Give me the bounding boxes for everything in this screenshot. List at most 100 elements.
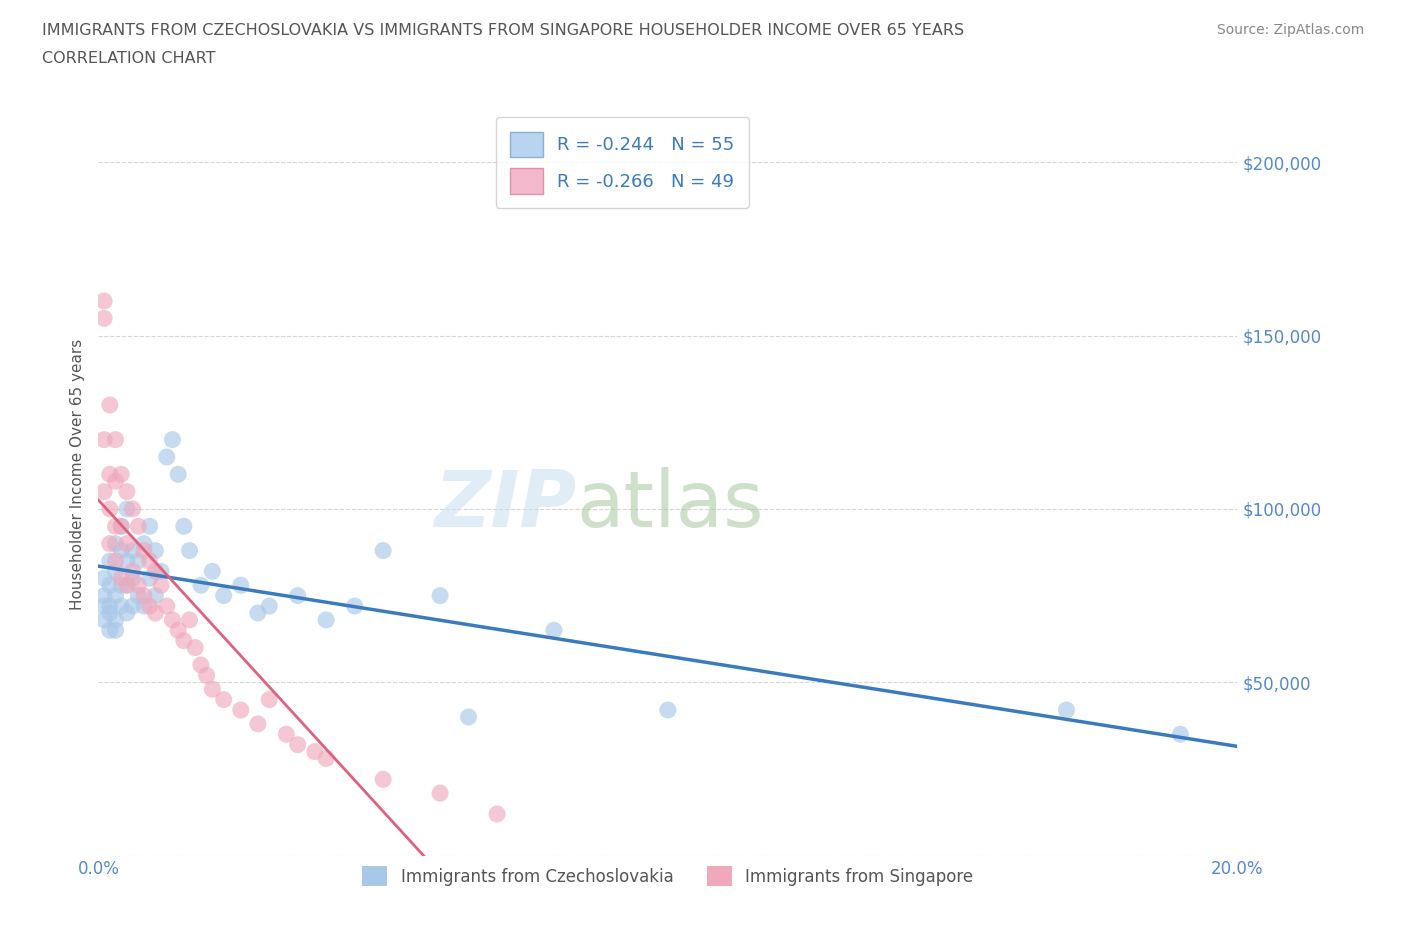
Point [201,564,224,578]
Point [138,571,160,586]
Point [98,501,121,516]
Point [167,623,190,638]
Legend: Immigrants from Czechoslovakia, Immigrants from Singapore: Immigrants from Czechoslovakia, Immigran… [356,859,980,893]
Point [98,599,121,614]
Point [156,599,179,614]
Point [98,553,121,568]
Point [98,578,121,592]
Point [212,588,235,603]
Point [132,543,155,558]
Text: CORRELATION CHART: CORRELATION CHART [42,51,215,66]
Point [276,727,298,742]
Point [98,623,121,638]
Point [132,588,155,603]
Point [98,467,121,482]
Point [121,571,143,586]
Point [287,588,309,603]
Point [184,640,207,655]
Point [190,658,212,672]
Point [145,605,167,620]
Point [93,571,115,586]
Point [104,473,127,488]
Point [127,588,149,603]
Point [145,564,167,578]
Point [93,599,115,614]
Text: ZIP: ZIP [434,467,576,543]
Point [201,682,224,697]
Text: Source: ZipAtlas.com: Source: ZipAtlas.com [1216,23,1364,37]
Point [104,588,127,603]
Point [138,553,160,568]
Y-axis label: Householder Income Over 65 years: Householder Income Over 65 years [69,339,84,610]
Point [115,537,138,551]
Point [304,744,326,759]
Point [132,537,155,551]
Point [121,599,143,614]
Point [657,702,679,717]
Point [259,599,281,614]
Point [115,485,138,499]
Point [190,578,212,592]
Point [104,623,127,638]
Point [104,564,127,578]
Point [104,613,127,628]
Point [315,613,337,628]
Point [162,613,184,628]
Point [98,537,121,551]
Point [115,578,138,592]
Point [115,501,138,516]
Point [110,519,132,534]
Point [110,599,132,614]
Point [429,786,451,801]
Point [138,519,160,534]
Point [104,553,127,568]
Point [259,692,281,707]
Point [93,485,115,499]
Point [110,578,132,592]
Point [110,467,132,482]
Point [229,702,252,717]
Point [1056,702,1078,717]
Point [179,543,201,558]
Point [145,543,167,558]
Point [150,564,173,578]
Point [132,599,155,614]
Point [246,716,269,731]
Point [104,519,127,534]
Point [98,397,121,412]
Point [1170,727,1192,742]
Point [98,605,121,620]
Point [179,613,201,628]
Point [373,543,395,558]
Point [543,623,565,638]
Point [93,294,115,309]
Point [115,578,138,592]
Point [287,737,309,752]
Point [173,633,195,648]
Point [121,543,143,558]
Point [93,588,115,603]
Text: atlas: atlas [576,467,765,543]
Point [145,588,167,603]
Point [121,501,143,516]
Point [457,710,479,724]
Point [127,578,149,592]
Point [127,553,149,568]
Point [167,467,190,482]
Point [110,543,132,558]
Point [93,432,115,447]
Point [429,588,451,603]
Point [486,806,509,821]
Point [162,432,184,447]
Point [93,311,115,325]
Point [110,571,132,586]
Point [115,553,138,568]
Point [104,537,127,551]
Point [343,599,366,614]
Point [115,605,138,620]
Point [127,519,149,534]
Point [212,692,235,707]
Point [110,519,132,534]
Point [104,432,127,447]
Point [229,578,252,592]
